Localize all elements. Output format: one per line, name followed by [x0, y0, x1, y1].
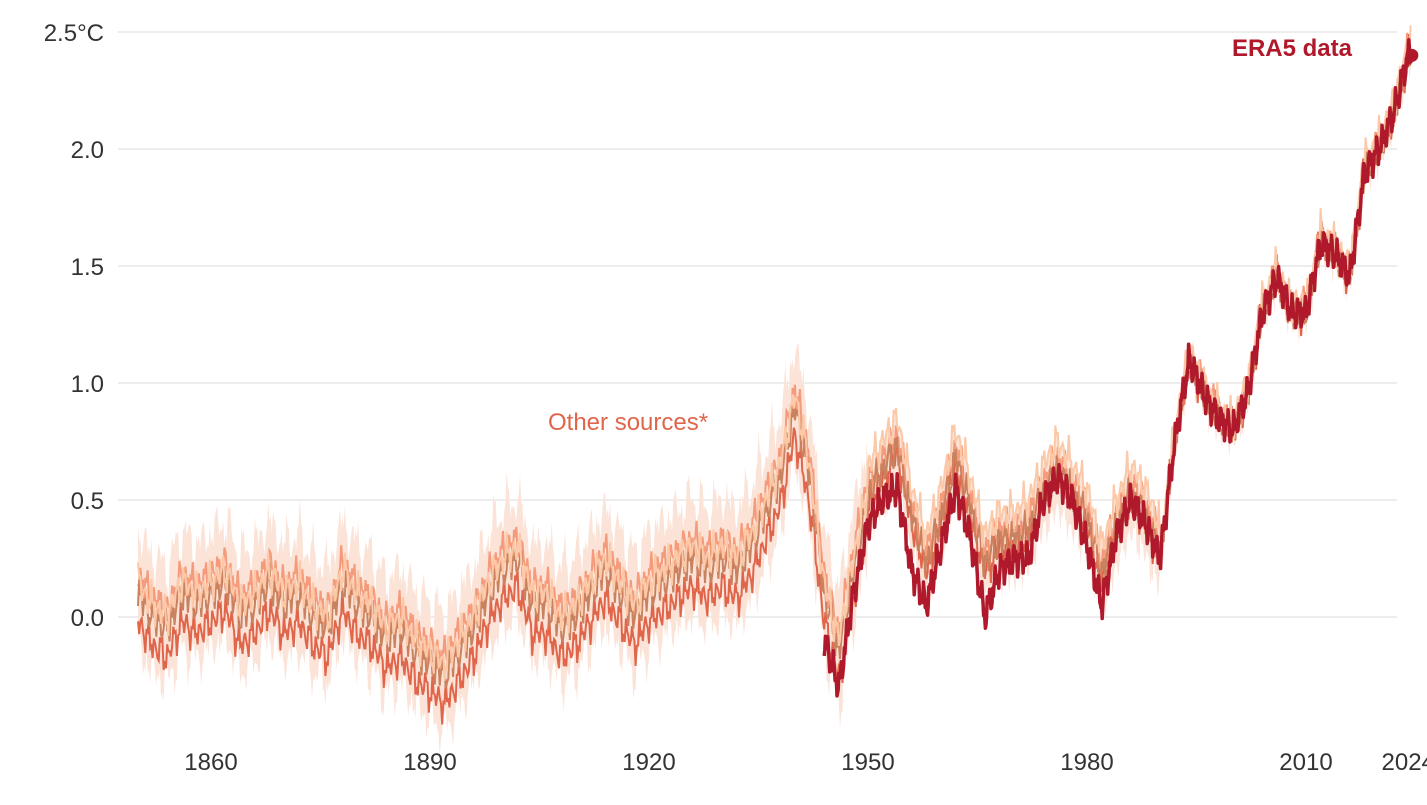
series-lines: [137, 25, 1419, 725]
era5-label: ERA5 data: [1232, 35, 1353, 62]
grid-lines: [118, 31, 1397, 618]
x-tick-label: 1950: [841, 749, 894, 776]
y-tick-label: 2.5°C: [44, 20, 104, 47]
x-axis-ticks: 1860 1890 1920 1950 1980 2010 2024: [184, 749, 1427, 776]
series-line-other-source: [137, 25, 1412, 681]
y-tick-label: 1.0: [71, 371, 104, 398]
x-tick-label: 1980: [1060, 749, 1113, 776]
y-axis-ticks: 0.0 0.5 1.0 1.5 2.0 2.5°C: [44, 20, 104, 632]
y-tick-label: 0.0: [71, 605, 104, 632]
other-sources-label: Other sources*: [548, 409, 708, 436]
x-tick-label: 1890: [403, 749, 456, 776]
series-line-era5: [822, 37, 1414, 698]
y-tick-label: 2.0: [71, 137, 104, 164]
y-tick-label: 0.5: [71, 488, 104, 515]
x-tick-label: 2010: [1279, 749, 1332, 776]
x-tick-label: 1860: [184, 749, 237, 776]
x-tick-label: 1920: [622, 749, 675, 776]
x-tick-label: 2024: [1382, 749, 1427, 776]
era5-endpoint-marker: [1405, 48, 1419, 62]
y-tick-label: 1.5: [71, 254, 104, 281]
